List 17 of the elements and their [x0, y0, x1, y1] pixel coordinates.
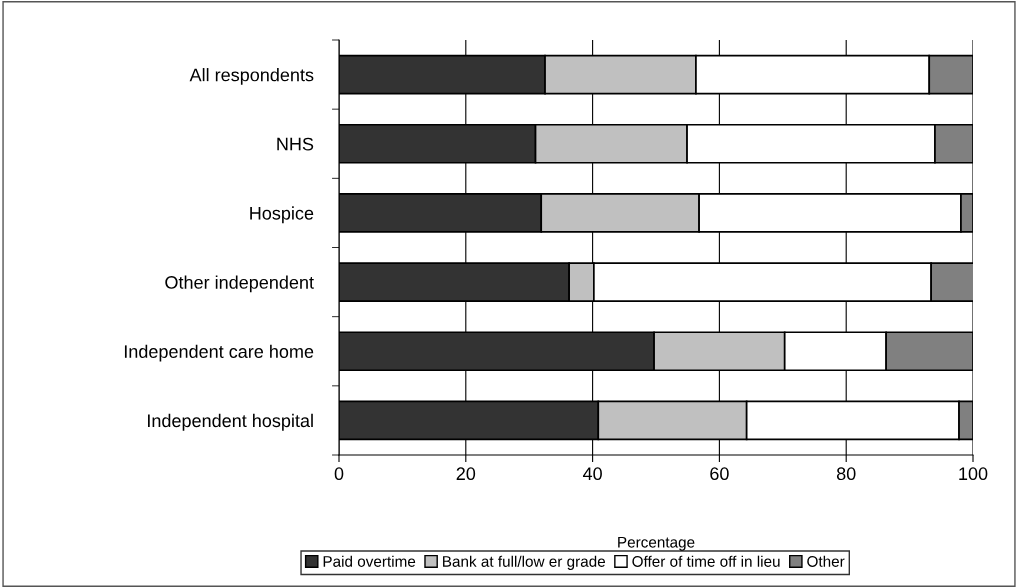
- x-tick-label: 80: [836, 467, 856, 481]
- legend-label: Bank at full/low er grade: [443, 555, 606, 570]
- y-tick-label: Hospice: [250, 206, 314, 224]
- x-tick-label: 20: [456, 467, 476, 481]
- y-tick-label: Other independent: [165, 275, 314, 293]
- x-tick-label: 60: [710, 467, 729, 481]
- y-tick-label: All respondents: [189, 68, 314, 85]
- x-tick-label: 100: [959, 467, 988, 481]
- legend-label: Other: [807, 555, 845, 567]
- y-tick-label: Independent care home: [124, 344, 314, 362]
- y-tick-label: Independent hospital: [148, 413, 313, 431]
- x-tick-label: 40: [582, 467, 602, 481]
- legend-label: Offer of time off in lieu: [632, 555, 780, 567]
- x-axis-title: Percentage: [618, 536, 695, 551]
- y-tick-label: NHS: [277, 137, 314, 151]
- x-tick-label: 0: [334, 467, 344, 481]
- legend-label: Paid overtime: [323, 555, 416, 567]
